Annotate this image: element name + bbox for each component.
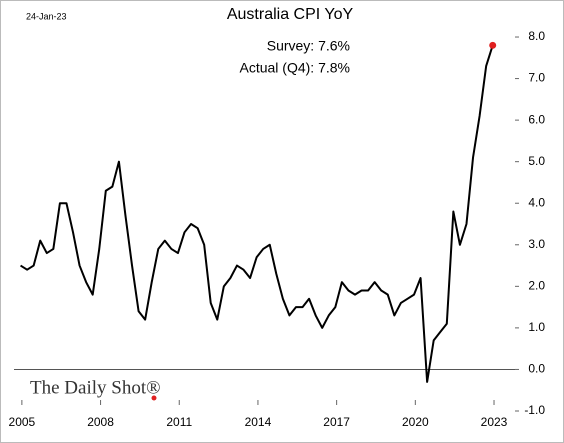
y-tick-label: 5.0 bbox=[528, 154, 545, 168]
y-tick-label: 8.0 bbox=[528, 29, 545, 43]
line bbox=[20, 45, 494, 383]
x-tick-label: 2014 bbox=[245, 415, 272, 429]
watermark-dot bbox=[151, 395, 157, 401]
y-tick-label: 7.0 bbox=[528, 71, 545, 85]
x-tick-label: 2011 bbox=[166, 415, 192, 429]
x-tick-label: 2023 bbox=[481, 415, 508, 429]
x-tick-label: 2017 bbox=[323, 415, 350, 429]
x-tick-label: 2005 bbox=[9, 415, 36, 429]
last-point bbox=[489, 41, 497, 49]
chart-title: Australia CPI YoY bbox=[227, 6, 354, 23]
y-tick-label: 1.0 bbox=[528, 320, 545, 334]
date-note: 24-Jan-23 bbox=[26, 11, 67, 21]
x-tick-label: 2020 bbox=[402, 415, 429, 429]
y-tick-label: 6.0 bbox=[528, 112, 545, 126]
y-tick-label: 4.0 bbox=[528, 195, 545, 209]
x-tick-label: 2008 bbox=[87, 415, 114, 429]
annotation: Actual (Q4): 7.8% bbox=[240, 60, 351, 76]
watermark: The Daily Shot® bbox=[30, 377, 161, 398]
y-tick-label: 2.0 bbox=[528, 279, 545, 293]
y-tick-label: 3.0 bbox=[528, 237, 545, 251]
y-tick-label: -1.0 bbox=[524, 403, 545, 417]
annotation: Survey: 7.6% bbox=[267, 38, 350, 54]
y-tick-label: 0.0 bbox=[528, 362, 545, 376]
